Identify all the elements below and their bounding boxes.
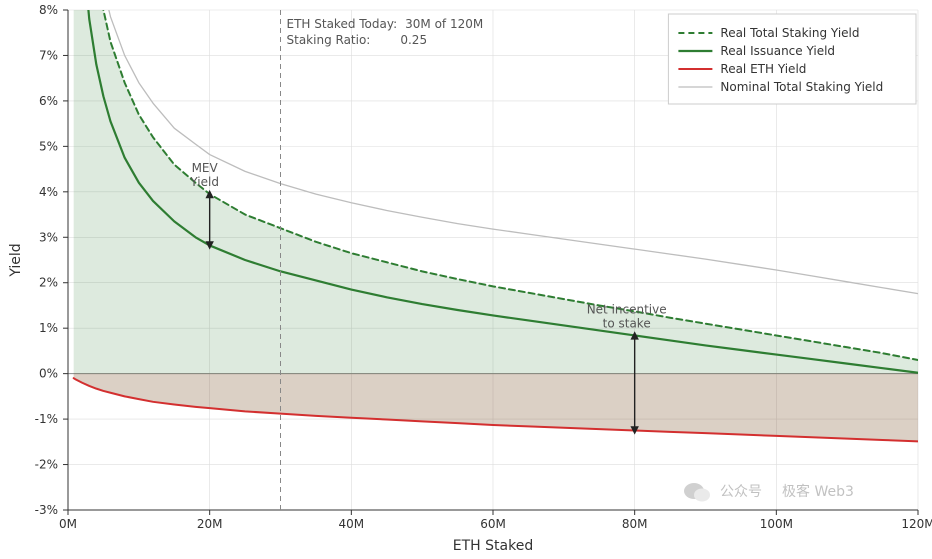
y-tick-label: -2%: [35, 458, 58, 472]
y-tick-label: 5%: [39, 139, 58, 153]
y-tick-label: 6%: [39, 94, 58, 108]
mev-label: MEVYield: [189, 161, 219, 189]
legend: Real Total Staking Yield Real Issuance Yi…: [668, 14, 916, 104]
svg-text:公众号: 公众号: [720, 484, 762, 500]
x-axis-label: ETH Staked: [453, 538, 533, 554]
y-tick-label: 3%: [39, 230, 58, 244]
x-tick-label: 0M: [59, 517, 77, 531]
y-axis-label: Yield: [8, 243, 24, 277]
y-tick-label: 2%: [39, 276, 58, 290]
legend-item-label: Nominal Total Staking Yield: [720, 80, 883, 94]
y-tick-label: 0%: [39, 367, 58, 381]
svg-text:极客 Web3: 极客 Web3: [782, 483, 854, 500]
y-tick-label: -3%: [35, 503, 58, 517]
y-tick-label: 1%: [39, 321, 58, 335]
y-tick-label: 4%: [39, 185, 58, 199]
yield-chart: 0M 20M 40M 60M 80M 100M 120M -3% -2% -1% 0% 1% 2% 3% 4…: [0, 0, 932, 559]
x-tick-label: 60M: [480, 517, 506, 531]
x-tick-label: 100M: [760, 517, 793, 531]
y-tick-label: 7%: [39, 48, 58, 62]
legend-item-label: Real Issuance Yield: [720, 44, 835, 58]
legend-item-label: Real ETH Yield: [720, 62, 806, 76]
legend-item-label: Real Total Staking Yield: [720, 26, 859, 40]
y-tick-label: 8%: [39, 3, 58, 17]
x-tick-label: 20M: [197, 517, 223, 531]
x-tick-label: 80M: [622, 517, 648, 531]
y-tick-label: -1%: [35, 412, 58, 426]
x-tick-label: 40M: [339, 517, 365, 531]
x-tick-label: 120M: [901, 517, 932, 531]
